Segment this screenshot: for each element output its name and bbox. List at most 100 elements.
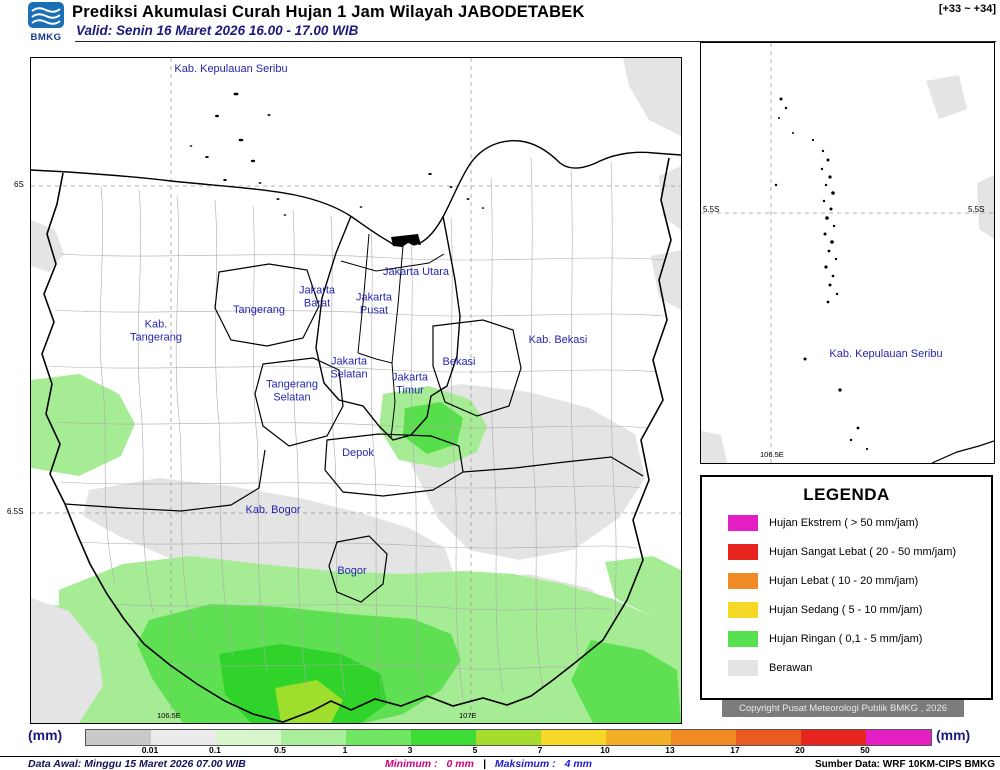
swatch-sedang [728, 602, 758, 618]
colorbar-seg [151, 730, 216, 745]
colorbar-tick: 0.5 [274, 745, 286, 755]
label-kab-bogor: Kab. Bogor [245, 503, 301, 516]
legend-label-berawan: Berawan [769, 662, 813, 674]
header-divider [75, 41, 996, 42]
colorbar-unit-left: (mm) [28, 727, 63, 743]
label-bogor: Bogor [337, 564, 367, 577]
colorbar-tick: 0.01 [141, 745, 159, 755]
colorbar-tick: 50 [860, 745, 870, 755]
label-jakarta-utara: Jakarta Utara [382, 265, 450, 278]
label-bekasi: Bekasi [442, 355, 476, 368]
legend-item-lebat: Hujan Lebat ( 10 - 20 mm/jam) [702, 567, 991, 596]
label-kab-bekasi: Kab. Bekasi [528, 333, 588, 346]
initial-data-label: Data Awal: Minggu 15 Maret 2026 07.00 WI… [28, 758, 246, 770]
colorbar-seg [606, 730, 671, 745]
colorbar-seg [541, 730, 606, 745]
colorbar-seg [346, 730, 411, 745]
bmkg-logo: BMKG [26, 2, 66, 43]
colorbar-seg [476, 730, 541, 745]
minimum-value: 0 mm [446, 758, 474, 770]
main-map: Kab. Kepulauan Seribu Kab. Tangerang Tan… [30, 57, 682, 724]
lon-label-106-5e: 106.5E [157, 711, 181, 720]
label-kab-tangerang: Kab. Tangerang [130, 318, 182, 344]
swatch-berawan [728, 660, 758, 676]
label-jakarta-barat: Jakarta Barat [298, 284, 336, 310]
data-source-label: Sumber Data: WRF 10KM-CIPS BMKG [814, 759, 995, 770]
legend-item-sangat-lebat: Hujan Sangat Lebat ( 20 - 50 mm/jam) [702, 538, 991, 567]
colorbar-seg [801, 730, 866, 745]
maksimum-value: 4 mm [564, 758, 593, 770]
colorbar-tick: 7 [537, 745, 543, 755]
label-tangerang: Tangerang [233, 303, 285, 316]
colorbar-tick: 17 [730, 745, 740, 755]
legend-item-ekstrem: Hujan Ekstrem ( > 50 mm/jam) [702, 509, 991, 538]
swatch-ekstrem [728, 515, 758, 531]
valid-time-label: Valid: Senin 16 Maret 2026 16.00 - 17.00… [76, 23, 359, 38]
forecast-step-label: [+33 ~ +34] [938, 3, 996, 15]
maksimum-label: Maksimum : [494, 758, 556, 770]
inset-coastline [931, 440, 995, 464]
legend-item-sedang: Hujan Sedang ( 5 - 10 mm/jam) [702, 596, 991, 625]
colorbar-tick: 0.1 [209, 745, 221, 755]
colorbar-seg [86, 730, 151, 745]
label-jakarta-timur: Jakarta Timur [391, 371, 429, 397]
colorbar-seg [671, 730, 736, 745]
swatch-lebat [728, 573, 758, 589]
footer-divider [0, 756, 1000, 757]
main-map-canvas [30, 58, 682, 723]
inset-lat-label-right: 5.5S [968, 205, 985, 214]
inset-map-canvas [701, 43, 995, 464]
label-jakarta-selatan: Jakarta Selatan [330, 355, 368, 381]
inset-lat-label-left: 5.5S [703, 205, 720, 214]
colorbar-tick: 20 [795, 745, 805, 755]
legend-label-ekstrem: Hujan Ekstrem ( > 50 mm/jam) [769, 517, 919, 529]
colorbar-seg [281, 730, 346, 745]
legend-label-ringan: Hujan Ringan ( 0,1 - 5 mm/jam) [769, 633, 923, 645]
bmkg-logo-text: BMKG [30, 32, 62, 43]
lat-label-6-5s: 6.5S [7, 507, 24, 516]
colorbar-ticks: 0.01 0.1 0.5 1 3 5 7 10 13 17 20 50 [85, 745, 930, 756]
region-outer-boundary [41, 157, 672, 723]
label-tangerang-selatan: Tangerang Selatan [266, 378, 318, 404]
label-kab-kepulauan-seribu: Kab. Kepulauan Seribu [174, 62, 288, 75]
minimum-label: Minimum : [385, 758, 438, 770]
bmkg-logo-icon [28, 2, 64, 28]
minmax-summary: Minimum : 0 mm | Maksimum : 4 mm [385, 758, 592, 770]
page-title: Prediksi Akumulasi Curah Hujan 1 Jam Wil… [72, 3, 585, 21]
islands [189, 92, 485, 247]
swatch-ringan [728, 631, 758, 647]
colorbar-unit-right: (mm) [936, 727, 971, 743]
colorbar-seg [866, 730, 931, 745]
colorbar-seg [216, 730, 281, 745]
inset-graticule [701, 43, 994, 463]
colorbar [85, 729, 932, 746]
colorbar-tick: 5 [472, 745, 478, 755]
inset-lon-label: 106.5E [760, 450, 784, 459]
colorbar-seg [736, 730, 801, 745]
lon-label-107e: 107E [459, 711, 477, 720]
legend-item-ringan: Hujan Ringan ( 0,1 - 5 mm/jam) [702, 625, 991, 654]
city-boundaries [64, 215, 644, 603]
lat-label-6s: 6S [14, 180, 24, 189]
legend-label-sangat-lebat: Hujan Sangat Lebat ( 20 - 50 mm/jam) [769, 546, 957, 558]
legend-item-berawan: Berawan [702, 654, 991, 683]
legend-title: LEGENDA [803, 485, 890, 504]
label-depok: Depok [342, 446, 374, 459]
label-jakarta-pusat: Jakarta Pusat [355, 291, 393, 317]
inset-cloud-shading [701, 75, 994, 463]
minmax-separator: | [482, 758, 486, 770]
inset-map-kepulauan-seribu: Kab. Kepulauan Seribu [700, 42, 995, 464]
legend-label-sedang: Hujan Sedang ( 5 - 10 mm/jam) [769, 604, 923, 616]
swatch-sangat-lebat [728, 544, 758, 560]
colorbar-tick: 13 [665, 745, 675, 755]
inset-label-kab-kepulauan-seribu: Kab. Kepulauan Seribu [829, 347, 943, 360]
colorbar-tick: 3 [407, 745, 413, 755]
legend-panel: LEGENDA Hujan Ekstrem ( > 50 mm/jam) Huj… [700, 475, 993, 700]
copyright-badge: Copyright Pusat Meteorologi Publik BMKG … [722, 700, 964, 717]
colorbar-tick: 10 [600, 745, 610, 755]
colorbar-seg [411, 730, 476, 745]
inset-islands [774, 97, 869, 451]
colorbar-tick: 1 [342, 745, 348, 755]
coastline [30, 140, 682, 247]
legend-label-lebat: Hujan Lebat ( 10 - 20 mm/jam) [769, 575, 919, 587]
